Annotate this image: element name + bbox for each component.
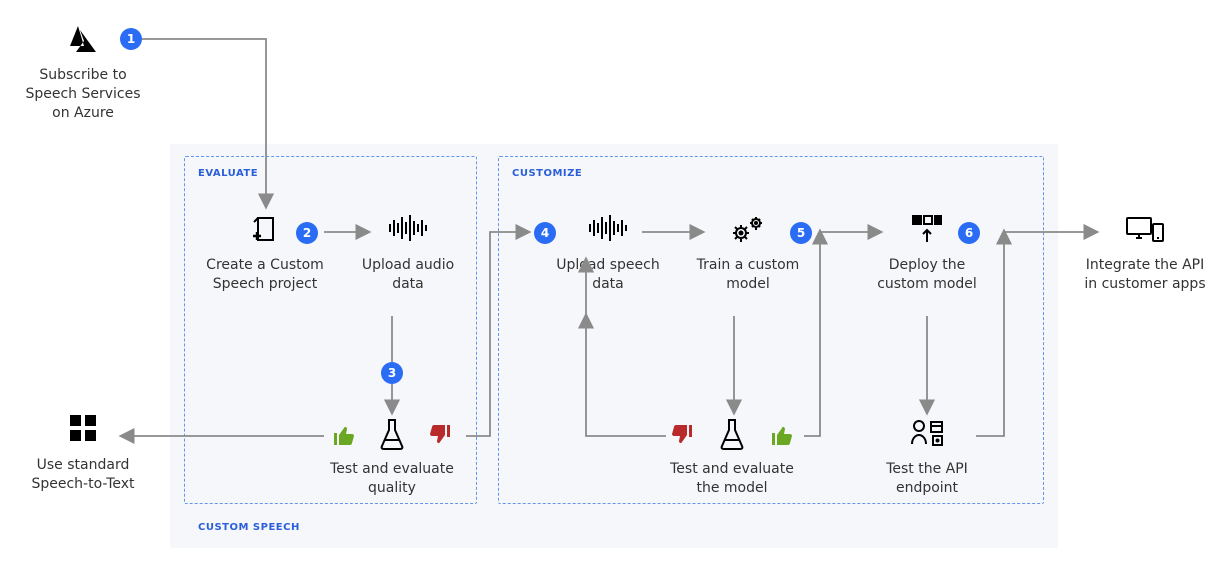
badge-2: 2 (296, 222, 318, 244)
badge-3: 3 (381, 362, 403, 384)
badge-5: 5 (790, 222, 812, 244)
badge-4: 4 (534, 222, 556, 244)
connectors (0, 0, 1231, 566)
badge-6: 6 (958, 222, 980, 244)
badge-1: 1 (120, 28, 142, 50)
